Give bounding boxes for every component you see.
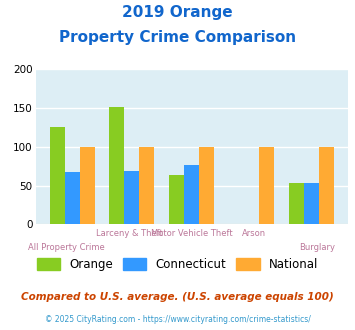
Bar xyxy=(50,127,65,224)
Bar xyxy=(259,147,274,224)
Text: Compared to U.S. average. (U.S. average equals 100): Compared to U.S. average. (U.S. average … xyxy=(21,292,334,302)
Text: 2019 Orange: 2019 Orange xyxy=(122,5,233,20)
Legend: Orange, Connecticut, National: Orange, Connecticut, National xyxy=(37,258,318,271)
Text: Larceny & Theft: Larceny & Theft xyxy=(96,229,163,238)
Bar xyxy=(169,175,184,224)
Text: Property Crime Comparison: Property Crime Comparison xyxy=(59,30,296,45)
Text: All Property Crime: All Property Crime xyxy=(28,243,105,251)
Bar xyxy=(140,147,154,224)
Text: © 2025 CityRating.com - https://www.cityrating.com/crime-statistics/: © 2025 CityRating.com - https://www.city… xyxy=(45,315,310,324)
Text: Motor Vehicle Theft: Motor Vehicle Theft xyxy=(151,229,233,238)
Bar xyxy=(65,172,80,224)
Bar xyxy=(199,147,214,224)
Bar xyxy=(184,165,199,224)
Text: Burglary: Burglary xyxy=(299,243,335,251)
Bar xyxy=(319,147,334,224)
Bar xyxy=(125,171,140,224)
Bar xyxy=(80,147,94,224)
Bar xyxy=(109,107,125,224)
Bar xyxy=(289,182,304,224)
Text: Arson: Arson xyxy=(242,229,266,238)
Bar xyxy=(304,182,319,224)
